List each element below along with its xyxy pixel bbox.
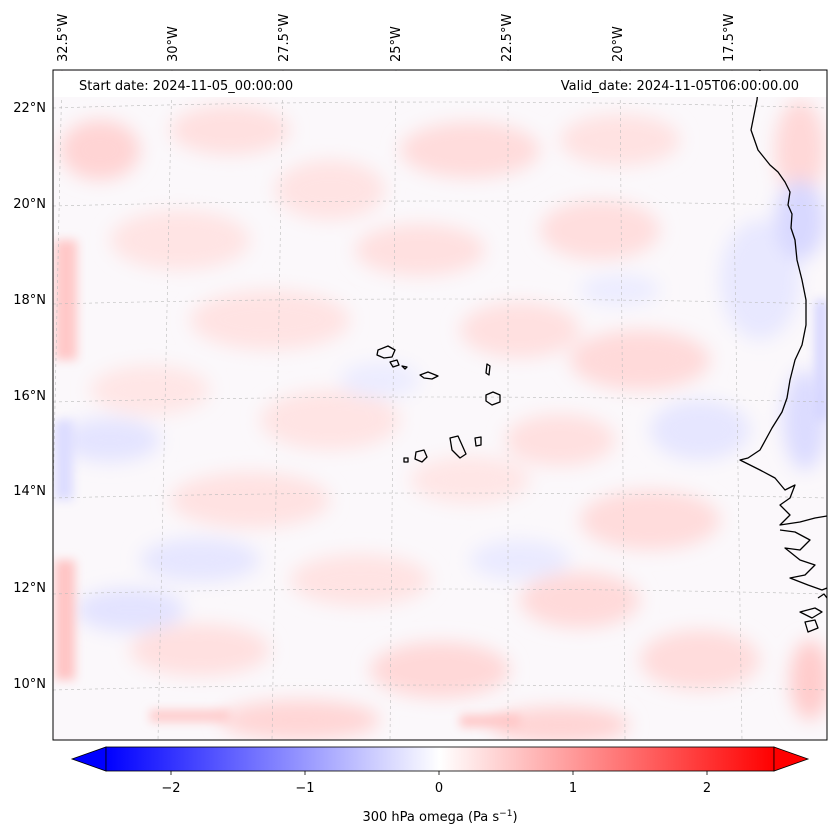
- lon-label: 20°W: [611, 26, 626, 62]
- island-santo-antao: [376, 345, 396, 359]
- colorbar-label: 300 hPa omega (Pa s−1): [362, 809, 517, 825]
- map-frame: [52, 69, 828, 741]
- lon-label: 32.5°W: [56, 14, 71, 62]
- gridlines: [53, 70, 827, 740]
- lat-label: 22°N: [13, 101, 46, 116]
- island-santiago: [449, 435, 467, 459]
- lon-label: 17.5°W: [722, 14, 737, 62]
- island-fogo: [414, 449, 428, 463]
- colorbar: −2 −1 0 1 2 300 hPa omega (Pa s−1): [70, 746, 810, 825]
- cape-verde-islands: [376, 345, 501, 463]
- colorbar-body: [105, 746, 775, 772]
- lon-label: 25°W: [389, 26, 404, 62]
- colorbar-tick: 0: [435, 781, 443, 796]
- start-date-label: Start date: 2024-11-05_00:00:00: [79, 79, 293, 94]
- lat-label: 18°N: [13, 293, 46, 308]
- island-brava: [403, 457, 409, 463]
- lon-label: 22.5°W: [500, 14, 515, 62]
- island-boa-vista: [485, 391, 501, 406]
- coastlines: [739, 70, 827, 633]
- omega-edge-bands: [55, 240, 827, 727]
- colorbar-right-extend: [773, 746, 810, 772]
- map-panel: [53, 70, 827, 740]
- lon-label: 30°W: [166, 26, 181, 62]
- lon-labels: 32.5°W 30°W 27.5°W 25°W 22.5°W 20°W 17.5…: [56, 14, 737, 62]
- omega-field: [60, 100, 827, 740]
- island-santa-luzia: [401, 365, 408, 370]
- lat-label: 20°N: [13, 197, 46, 212]
- header-strip: [53, 71, 827, 97]
- lat-label: 10°N: [13, 677, 46, 692]
- colorbar-tick: −1: [295, 781, 314, 796]
- island-sal: [485, 363, 491, 376]
- lat-labels: 22°N 20°N 18°N 16°N 14°N 12°N 10°N: [13, 101, 46, 692]
- lon-label: 27.5°W: [277, 14, 292, 62]
- lat-label: 16°N: [13, 389, 46, 404]
- colorbar-tick: 1: [569, 781, 577, 796]
- colorbar-tick: −2: [161, 781, 180, 796]
- lat-label: 14°N: [13, 484, 46, 499]
- island-sao-nicolau: [419, 371, 439, 380]
- african-coastline: [739, 70, 827, 526]
- colorbar-tick: 2: [703, 781, 711, 796]
- valid-date-label: Valid_date: 2024-11-05T06:00:00.00: [561, 79, 799, 94]
- island-maio: [474, 436, 482, 447]
- island-sao-vicente: [389, 359, 400, 368]
- colorbar-left-extend: [70, 746, 107, 772]
- lat-label: 12°N: [13, 581, 46, 596]
